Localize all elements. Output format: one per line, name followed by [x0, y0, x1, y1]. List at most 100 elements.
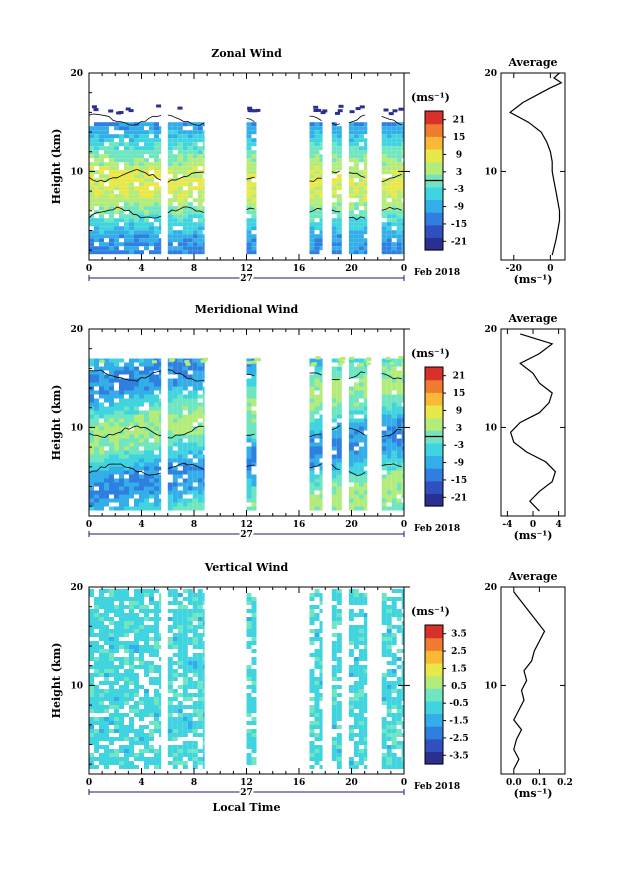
- heatmap-cell: [172, 394, 178, 399]
- heatmap-cell: [192, 130, 198, 135]
- heatmap-cell: [187, 697, 193, 701]
- heatmap-cell: [358, 138, 364, 143]
- heatmap-cell: [119, 226, 124, 231]
- colorbar-segment: [425, 228, 443, 234]
- heatmap-cell: [363, 418, 368, 423]
- heatmap-cell: [401, 386, 404, 391]
- heatmap-cell: [197, 506, 203, 511]
- heatmap-cell: [134, 402, 139, 407]
- heatmap-cell: [94, 218, 99, 223]
- heatmap-cell: [366, 357, 372, 361]
- heatmap-cell: [182, 194, 188, 199]
- heatmap-cell: [159, 458, 162, 463]
- heatmap-cell: [182, 725, 188, 729]
- heatmap-cell: [182, 450, 188, 455]
- heatmap-cell: [124, 366, 129, 371]
- heatmap-cell: [109, 402, 114, 407]
- colorbar-tick-label: 15: [453, 133, 466, 143]
- heatmap-cell: [124, 669, 129, 673]
- heatmap-cell: [149, 250, 154, 255]
- heatmap-cell: [167, 182, 173, 187]
- heatmap-cell: [192, 374, 198, 379]
- heatmap-cell: [309, 226, 315, 231]
- heatmap-cell: [159, 761, 162, 765]
- heatmap-cell: [124, 158, 129, 163]
- heatmap-cell: [187, 442, 193, 447]
- heatmap-cell: [94, 693, 99, 697]
- heatmap-cell: [134, 138, 139, 143]
- heatmap-cell: [309, 689, 315, 693]
- heatmap-cell: [314, 749, 320, 753]
- heatmap-cell: [172, 601, 178, 605]
- heatmap-cell: [89, 370, 94, 375]
- heatmap-cell: [182, 761, 188, 765]
- heatmap-cell: [94, 190, 99, 195]
- heatmap-cell: [319, 765, 323, 769]
- heatmap-cell: [396, 250, 402, 255]
- heatmap-cell: [348, 138, 354, 143]
- heatmap-cell: [154, 589, 159, 593]
- heatmap-cell: [401, 218, 404, 223]
- heatmap-cell: [391, 685, 397, 689]
- heatmap-cell: [154, 226, 159, 231]
- heatmap-cell: [319, 406, 323, 411]
- heatmap-cell: [331, 414, 337, 419]
- heatmap-cell: [202, 705, 205, 709]
- heatmap-cell: [314, 198, 320, 203]
- heatmap-cell: [119, 170, 124, 175]
- heatmap-cell: [381, 138, 387, 143]
- heatmap-cell: [192, 617, 198, 621]
- heatmap-cell: [314, 146, 320, 151]
- heatmap-cell: [187, 146, 193, 151]
- heatmap-cell: [89, 166, 94, 171]
- heatmap-cell: [104, 154, 109, 159]
- colorbar-segment: [425, 730, 443, 736]
- contour-line: [88, 113, 162, 126]
- heatmap-cell: [396, 478, 402, 483]
- heatmap-cell: [319, 745, 323, 749]
- colorbar-segment: [425, 493, 443, 499]
- heatmap-cell: [104, 673, 109, 677]
- heatmap-cell: [159, 146, 162, 151]
- heatmap-cell: [319, 482, 323, 487]
- heatmap-cell: [182, 629, 188, 633]
- heatmap-cell: [202, 713, 205, 717]
- heatmap-cell: [159, 406, 162, 411]
- heatmap-cell: [202, 645, 205, 649]
- heatmap-cell: [114, 206, 119, 211]
- heatmap-cell: [114, 442, 119, 447]
- heatmap-cell: [319, 162, 323, 167]
- heatmap-cell: [172, 506, 178, 511]
- heatmap-cell: [358, 154, 364, 159]
- heatmap-cell: [177, 438, 183, 443]
- heatmap-cell: [197, 498, 203, 503]
- heatmap-cell: [134, 490, 139, 495]
- heatmap-cell: [134, 398, 139, 403]
- heatmap-cell: [336, 382, 342, 387]
- heatmap-cell: [172, 198, 178, 203]
- heatmap-cell: [319, 246, 323, 251]
- heatmap-cell: [246, 246, 252, 251]
- x-tick-label: 0: [86, 520, 92, 530]
- heatmap-cell: [314, 705, 320, 709]
- heatmap-cell: [192, 637, 198, 641]
- heatmap-cell: [94, 366, 99, 371]
- heatmap-cell: [388, 112, 394, 116]
- heatmap-cell: [124, 242, 129, 247]
- heatmap-cell: [144, 182, 149, 187]
- heatmap-cell: [99, 434, 104, 439]
- heatmap-cell: [104, 721, 109, 725]
- heatmap-cell: [336, 717, 342, 721]
- heatmap-cell: [336, 462, 342, 467]
- heatmap-cell: [396, 506, 402, 511]
- heatmap-cell: [159, 210, 162, 215]
- heatmap-cell: [348, 725, 354, 729]
- heatmap-cell: [358, 653, 364, 657]
- heatmap-cell: [314, 126, 320, 131]
- heatmap-cell: [192, 478, 198, 483]
- heatmap-cell: [246, 506, 252, 511]
- heatmap-cell: [89, 206, 94, 211]
- heatmap-cell: [99, 729, 104, 733]
- heatmap-cell: [94, 641, 99, 645]
